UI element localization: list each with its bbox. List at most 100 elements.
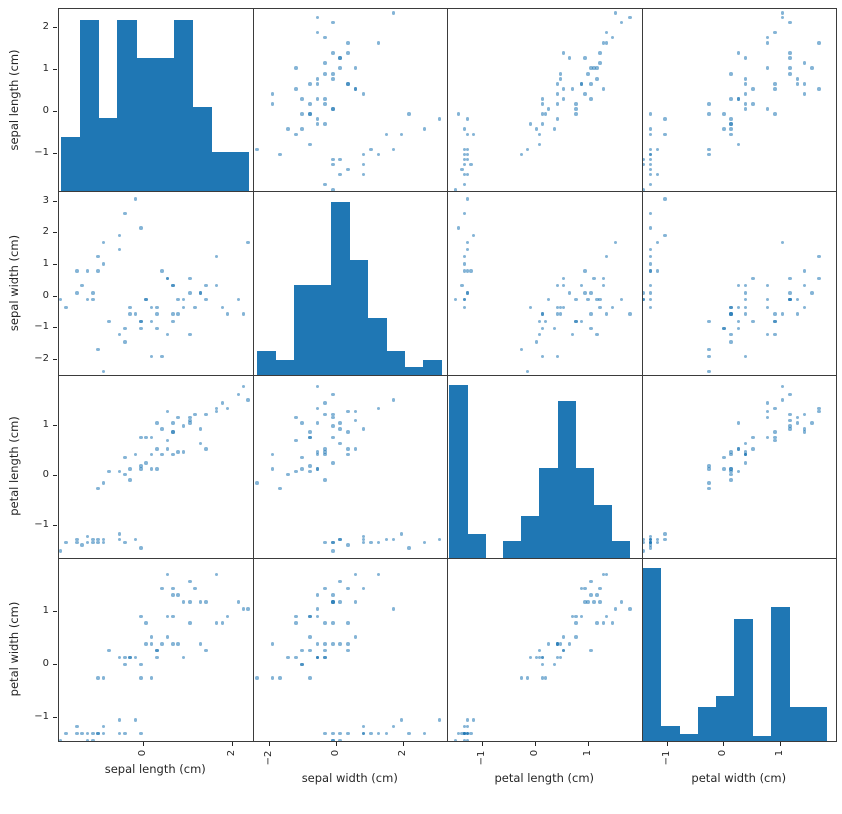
scatter-point [85, 738, 90, 741]
y-tick-label: 1 [42, 418, 49, 430]
scatter-point [338, 441, 342, 446]
scatter-point [384, 537, 389, 542]
scatter-point [323, 412, 327, 417]
scatter-point [736, 97, 741, 101]
scatter-point [220, 621, 224, 625]
scatter-point [101, 262, 106, 266]
scatter-point [574, 621, 578, 625]
scatter-point [751, 447, 755, 451]
scatter-point [751, 87, 755, 91]
scatter-point [765, 332, 770, 337]
scatter-point [101, 676, 106, 680]
scatter-point [729, 478, 733, 482]
scatter-point [462, 211, 467, 216]
scatter-point [144, 621, 148, 625]
scatter-point [707, 152, 711, 157]
scatter-point [331, 157, 335, 162]
scatter-point [583, 269, 587, 273]
scatter-point [188, 621, 192, 625]
scatter-point [561, 648, 566, 653]
scatter-point [802, 412, 807, 417]
scatter-point [323, 182, 327, 187]
y-tick-label: 3 [42, 194, 49, 206]
scatter-point [655, 537, 660, 542]
y-axis-label-sepal-length-cm: sepal length (cm) [7, 49, 21, 151]
scatter-point [160, 642, 164, 646]
scatter-point [338, 731, 342, 736]
y-tick-label: 1 [42, 257, 49, 269]
hist-bar [275, 359, 295, 375]
scatter-point [465, 117, 470, 121]
scatter-point [155, 467, 159, 471]
scatter-point [780, 11, 785, 15]
scatter-point [525, 147, 530, 152]
scatter-point [788, 392, 792, 397]
scatter-point [586, 600, 590, 604]
scatter-point [765, 35, 770, 40]
scatter-point [117, 247, 122, 252]
scatter-point [817, 409, 821, 414]
scatter-point [176, 450, 180, 454]
scatter-point [743, 441, 748, 446]
scatter-point [294, 655, 298, 660]
scatter-point [139, 731, 143, 736]
scatter-point [579, 614, 584, 619]
scatter-point [802, 427, 807, 431]
scatter-point [270, 92, 275, 96]
scatter-point [465, 172, 470, 177]
scatter-point [579, 319, 584, 324]
scatter-point [225, 312, 230, 316]
scatter-point [595, 66, 599, 70]
tick-mark [53, 358, 57, 360]
scatter-point [181, 450, 186, 454]
scatter-point [589, 579, 593, 584]
scatter-point [648, 157, 653, 162]
scatter-point [399, 132, 404, 137]
scatter-point [369, 540, 373, 545]
scatter-panel-petal-length-cm-vs-sepal-length-cm [58, 374, 253, 558]
scatter-point [773, 435, 777, 440]
hist-bar [557, 401, 577, 558]
scatter-point [546, 107, 551, 111]
scatter-point [817, 41, 821, 45]
scatter-point [765, 107, 770, 111]
scatter-panel-petal-width-cm-vs-sepal-length-cm [58, 557, 253, 741]
scatter-point [555, 312, 560, 316]
hist-bar [98, 118, 118, 192]
scatter-point [610, 35, 615, 40]
scatter-point [214, 254, 219, 259]
scatter-point [537, 132, 542, 137]
scatter-point [198, 642, 203, 646]
scatter-panel-petal-width-cm-vs-petal-length-cm [447, 557, 642, 741]
scatter-point [346, 452, 350, 457]
y-tick-label: 2 [42, 20, 49, 32]
scatter-point [729, 467, 733, 471]
scatter-point [338, 642, 342, 646]
scatter-point [225, 614, 230, 619]
scatter-point [604, 614, 609, 619]
scatter-point [555, 102, 560, 106]
scatter-point [139, 676, 143, 680]
scatter-point [160, 269, 164, 273]
scatter-point [198, 427, 203, 431]
scatter-point [353, 447, 358, 451]
scatter-point [346, 82, 350, 86]
hist-bar [503, 541, 522, 558]
scatter-point [663, 233, 667, 238]
scatter-point [788, 56, 792, 60]
scatter-point [155, 421, 159, 425]
scatter-point [579, 82, 584, 86]
scatter-point [96, 540, 100, 545]
scatter-point [773, 332, 777, 337]
scatter-point [331, 600, 335, 604]
scatter-point [176, 415, 180, 420]
scatter-point [462, 147, 467, 152]
scatter-point [117, 233, 122, 238]
scatter-point [331, 162, 335, 167]
scatter-point [331, 435, 335, 440]
x-tick-label: 0 [330, 749, 342, 757]
scatter-point [117, 731, 122, 736]
scatter-point [469, 162, 473, 167]
scatter-point [198, 600, 203, 604]
scatter-point [456, 731, 461, 736]
